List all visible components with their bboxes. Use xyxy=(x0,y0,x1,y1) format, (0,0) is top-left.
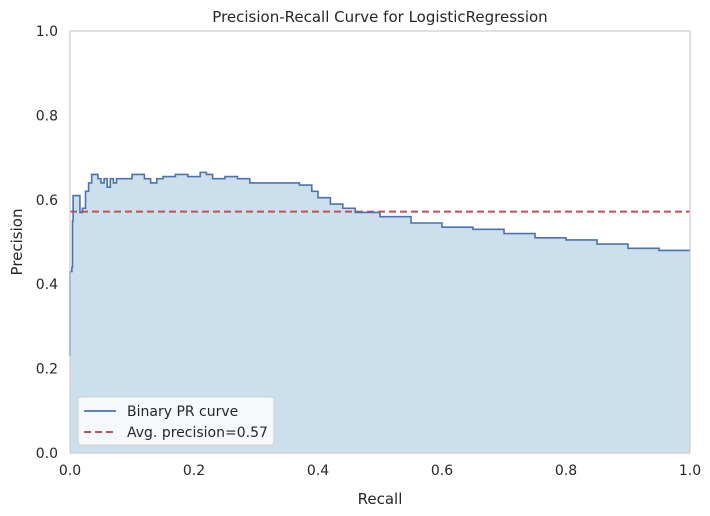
plot-area xyxy=(69,30,691,454)
x-tick-label: 0.8 xyxy=(555,463,577,479)
x-axis-label: Recall xyxy=(358,490,403,508)
y-tick-label: 0.0 xyxy=(36,446,58,462)
chart-title: Precision-Recall Curve for LogisticRegre… xyxy=(212,8,547,26)
legend-pr-label: Binary PR curve xyxy=(127,404,238,420)
legend-box xyxy=(77,396,275,446)
pr-curve-line xyxy=(69,171,691,356)
legend: Binary PR curve Avg. precision=0.57 xyxy=(77,396,275,446)
x-tick-label: 0.0 xyxy=(59,463,81,479)
x-tick-label: 0.6 xyxy=(431,463,453,479)
x-tick-label: 0.2 xyxy=(183,463,205,479)
x-tick-label: 0.4 xyxy=(307,463,329,479)
y-tick-label: 0.2 xyxy=(36,362,58,378)
axis-ticks: 0.0 0.2 0.4 0.6 0.8 1.0 0.0 0.2 0.4 0.6 0.8 1.0 xyxy=(36,24,701,479)
y-tick-label: 0.8 xyxy=(36,108,58,124)
y-tick-label: 1.0 xyxy=(36,24,58,40)
legend-avg-label: Avg. precision=0.57 xyxy=(127,425,268,441)
y-tick-label: 0.6 xyxy=(36,193,58,209)
pr-curve-fill xyxy=(70,172,690,453)
y-tick-label: 0.4 xyxy=(36,277,58,293)
x-tick-label: 1.0 xyxy=(679,463,701,479)
y-axis-label: Precision xyxy=(8,209,26,276)
plot-frame xyxy=(69,30,691,454)
